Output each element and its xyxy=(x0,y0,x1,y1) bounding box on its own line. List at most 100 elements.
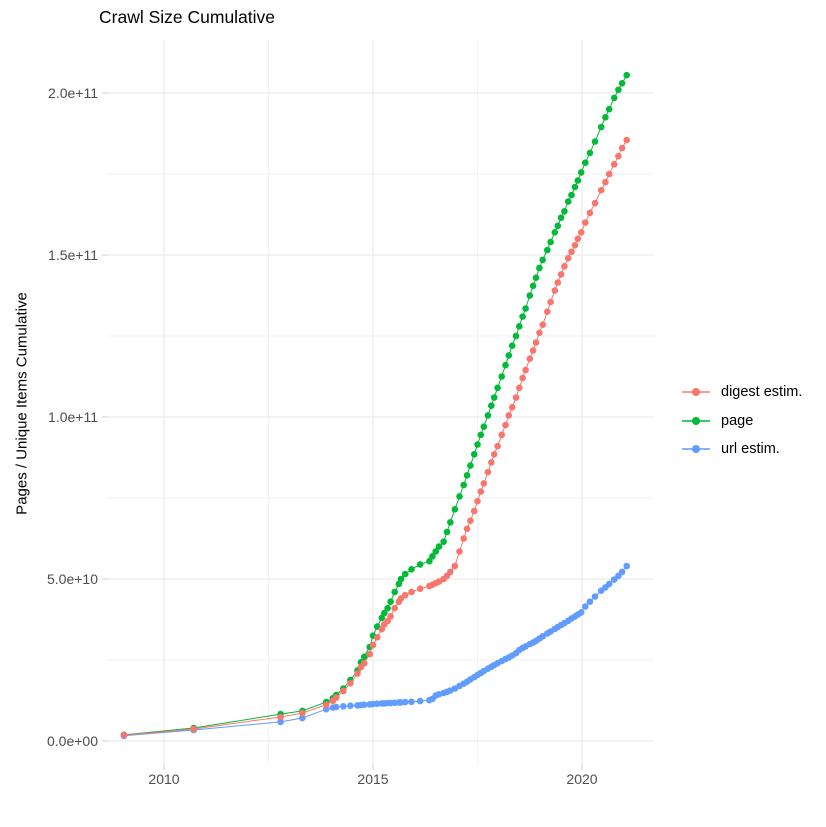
data-point-digest-estim xyxy=(480,480,488,487)
data-point-page xyxy=(561,208,568,215)
data-point-digest-estim xyxy=(387,613,394,620)
data-point-digest-estim xyxy=(577,229,585,236)
data-point-page xyxy=(610,94,618,102)
data-point-url-estim xyxy=(401,698,409,706)
data-point-digest-estim xyxy=(332,694,340,701)
data-point-page xyxy=(568,191,575,199)
data-point-page xyxy=(474,441,481,448)
data-point-page xyxy=(577,169,585,176)
data-point-page xyxy=(564,198,572,205)
legend: digest estim. page url estim. xyxy=(680,378,802,464)
data-point-page xyxy=(508,342,516,350)
data-point-page xyxy=(416,561,424,568)
data-point-url-estim xyxy=(605,580,613,588)
data-point-digest-estim xyxy=(373,634,381,641)
data-point-page xyxy=(557,214,565,221)
data-point-digest-estim xyxy=(586,209,594,217)
data-point-digest-estim xyxy=(505,412,513,419)
data-point-digest-estim xyxy=(602,178,609,186)
data-point-page xyxy=(387,598,394,605)
data-point-page xyxy=(426,557,433,565)
data-point-digest-estim xyxy=(508,404,516,411)
data-point-digest-estim xyxy=(557,271,565,278)
data-point-digest-estim xyxy=(605,170,613,178)
data-point-page xyxy=(498,373,506,380)
data-point-digest-estim xyxy=(463,525,471,533)
data-point-page xyxy=(443,528,451,536)
data-point-url-estim xyxy=(610,576,618,583)
data-point-digest-estim xyxy=(456,548,463,555)
data-point-url-estim xyxy=(340,703,347,710)
data-point-digest-estim xyxy=(610,161,618,168)
data-point-digest-estim xyxy=(561,263,568,270)
data-point-digest-estim xyxy=(360,659,368,667)
legend-marker-url-icon xyxy=(682,445,710,454)
data-point-digest-estim xyxy=(564,254,572,262)
data-point-digest-estim xyxy=(484,468,492,476)
data-point-page xyxy=(602,114,609,121)
x-tick-label: 2015 xyxy=(357,771,388,787)
data-point-page xyxy=(615,86,622,94)
gridlines-major xyxy=(108,40,654,764)
data-point-url-estim xyxy=(408,698,415,706)
data-point-page xyxy=(480,423,488,431)
data-point-digest-estim xyxy=(494,442,501,450)
data-point-digest-estim xyxy=(536,329,543,337)
data-point-digest-estim xyxy=(582,219,589,226)
x-axis-tick-labels: 2010 2015 2020 xyxy=(148,771,597,787)
data-point-url-estim xyxy=(591,593,599,600)
x-tick-label: 2010 xyxy=(148,771,179,787)
data-point-page xyxy=(539,256,546,264)
data-point-page xyxy=(477,431,485,439)
data-point-digest-estim xyxy=(474,497,481,505)
data-point-page xyxy=(463,472,471,479)
data-point-digest-estim xyxy=(366,650,374,658)
data-point-page xyxy=(470,451,478,458)
data-point-digest-estim xyxy=(451,562,459,570)
data-point-page xyxy=(391,588,399,596)
data-point-url-estim xyxy=(277,718,284,726)
data-point-digest-estim xyxy=(554,279,562,286)
data-point-page xyxy=(490,394,498,401)
data-point-digest-estim xyxy=(502,421,509,429)
data-point-page xyxy=(574,177,582,184)
y-tick-label: 5.0e+10 xyxy=(47,571,98,587)
data-point-digest-estim xyxy=(384,617,391,625)
y-tick-label: 0.0e+00 xyxy=(47,733,98,749)
y-tick-label: 2.0e+11 xyxy=(48,85,98,101)
data-point-page xyxy=(447,519,454,526)
data-point-digest-estim xyxy=(529,347,537,354)
data-point-page xyxy=(605,105,613,113)
data-point-page xyxy=(522,305,529,312)
data-point-page xyxy=(591,138,599,145)
data-point-url-estim xyxy=(347,702,354,709)
data-point-digest-estim xyxy=(277,713,284,721)
data-point-page xyxy=(512,332,520,340)
data-point-page xyxy=(435,543,443,550)
data-point-digest-estim xyxy=(498,431,506,439)
data-point-page xyxy=(494,384,501,392)
data-point-digest-estim xyxy=(597,186,605,194)
data-point-digest-estim xyxy=(391,604,399,612)
data-point-page xyxy=(597,123,605,131)
legend-item-digest: digest estim. xyxy=(680,378,802,407)
x-tick-label: 2020 xyxy=(566,771,597,787)
data-point-digest-estim xyxy=(347,680,354,687)
data-point-url-estim xyxy=(623,562,630,570)
data-point-page xyxy=(488,402,495,410)
legend-label-url: url estim. xyxy=(721,441,780,458)
data-point-page xyxy=(623,71,630,79)
data-point-digest-estim xyxy=(618,144,626,152)
data-point-digest-estim xyxy=(512,394,520,401)
data-point-digest-estim xyxy=(526,355,534,363)
data-point-page xyxy=(397,575,405,583)
legend-item-url: url estim. xyxy=(680,435,802,464)
data-point-digest-estim xyxy=(408,588,415,596)
legend-marker-page-icon xyxy=(682,416,710,425)
data-point-digest-estim xyxy=(120,731,128,739)
data-point-page xyxy=(502,361,509,369)
data-point-page xyxy=(544,246,551,254)
data-point-url-estim xyxy=(299,714,306,722)
data-point-digest-estim xyxy=(460,535,468,542)
data-point-digest-estim xyxy=(591,199,599,207)
